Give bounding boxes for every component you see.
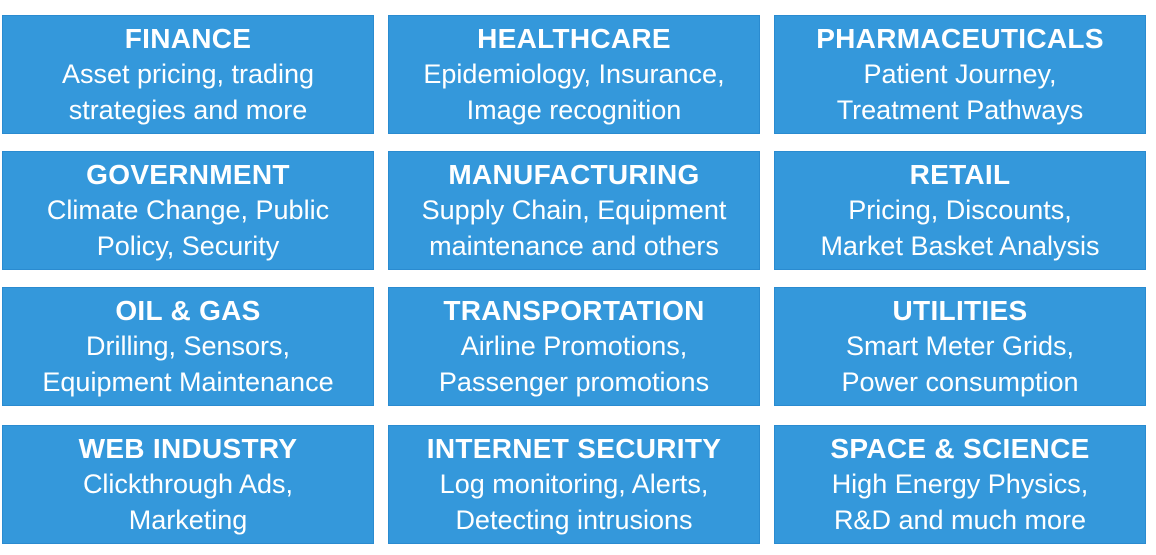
- tile-title: SPACE & SCIENCE: [830, 432, 1090, 464]
- tile-description-line: Epidemiology, Insurance,: [423, 58, 725, 89]
- tile-title: OIL & GAS: [115, 294, 261, 326]
- tile-title: TRANSPORTATION: [443, 294, 705, 326]
- tile-web-industry: WEB INDUSTRY Clickthrough Ads, Marketing: [2, 425, 374, 544]
- tile-manufacturing: MANUFACTURING Supply Chain, Equipment ma…: [388, 151, 760, 270]
- tile-description-line: Treatment Pathways: [836, 94, 1084, 125]
- tile-description-line: Market Basket Analysis: [820, 230, 1100, 261]
- tile-space-and-science: SPACE & SCIENCE High Energy Physics, R&D…: [774, 425, 1146, 544]
- tile-title: UTILITIES: [892, 294, 1028, 326]
- tile-description-line: R&D and much more: [833, 504, 1087, 535]
- tile-healthcare: HEALTHCARE Epidemiology, Insurance, Imag…: [388, 15, 760, 134]
- tile-description-line: Policy, Security: [96, 230, 280, 261]
- tile-title: MANUFACTURING: [448, 158, 700, 190]
- tile-description-line: Passenger promotions: [438, 366, 710, 397]
- tile-description-line: Clickthrough Ads,: [82, 468, 294, 499]
- tile-transportation: TRANSPORTATION Airline Promotions, Passe…: [388, 287, 760, 406]
- tile-description-line: Pricing, Discounts,: [848, 194, 1072, 225]
- tile-description-line: Patient Journey,: [863, 58, 1057, 89]
- tile-title: RETAIL: [909, 158, 1011, 190]
- tile-retail: RETAIL Pricing, Discounts, Market Basket…: [774, 151, 1146, 270]
- tile-description-line: Log monitoring, Alerts,: [439, 468, 709, 499]
- tile-description-line: Airline Promotions,: [460, 330, 688, 361]
- tile-title: WEB INDUSTRY: [78, 432, 298, 464]
- tile-internet-security: INTERNET SECURITY Log monitoring, Alerts…: [388, 425, 760, 544]
- tile-description-line: strategies and more: [68, 94, 308, 125]
- tile-utilities: UTILITIES Smart Meter Grids, Power consu…: [774, 287, 1146, 406]
- tile-title: FINANCE: [124, 22, 252, 54]
- tile-description-line: Asset pricing, trading: [61, 58, 315, 89]
- tile-title: HEALTHCARE: [477, 22, 671, 54]
- tile-description-line: maintenance and others: [429, 230, 719, 261]
- tile-description-line: Detecting intrusions: [455, 504, 693, 535]
- tile-description-line: Drilling, Sensors,: [85, 330, 291, 361]
- tile-title: GOVERNMENT: [86, 158, 290, 190]
- tile-title: INTERNET SECURITY: [426, 432, 722, 464]
- tile-description-line: Marketing: [128, 504, 248, 535]
- tile-description-line: Equipment Maintenance: [42, 366, 334, 397]
- tile-government: GOVERNMENT Climate Change, Public Policy…: [2, 151, 374, 270]
- tile-pharmaceuticals: PHARMACEUTICALS Patient Journey, Treatme…: [774, 15, 1146, 134]
- tile-description-line: Power consumption: [841, 366, 1079, 397]
- tile-oil-and-gas: OIL & GAS Drilling, Sensors, Equipment M…: [2, 287, 374, 406]
- tile-finance: FINANCE Asset pricing, trading strategie…: [2, 15, 374, 134]
- tile-description-line: Smart Meter Grids,: [845, 330, 1075, 361]
- tile-description-line: High Energy Physics,: [831, 468, 1089, 499]
- tile-description-line: Image recognition: [466, 94, 682, 125]
- tile-description-line: Climate Change, Public: [46, 194, 330, 225]
- tile-description-line: Supply Chain, Equipment: [421, 194, 727, 225]
- tile-title: PHARMACEUTICALS: [816, 22, 1104, 54]
